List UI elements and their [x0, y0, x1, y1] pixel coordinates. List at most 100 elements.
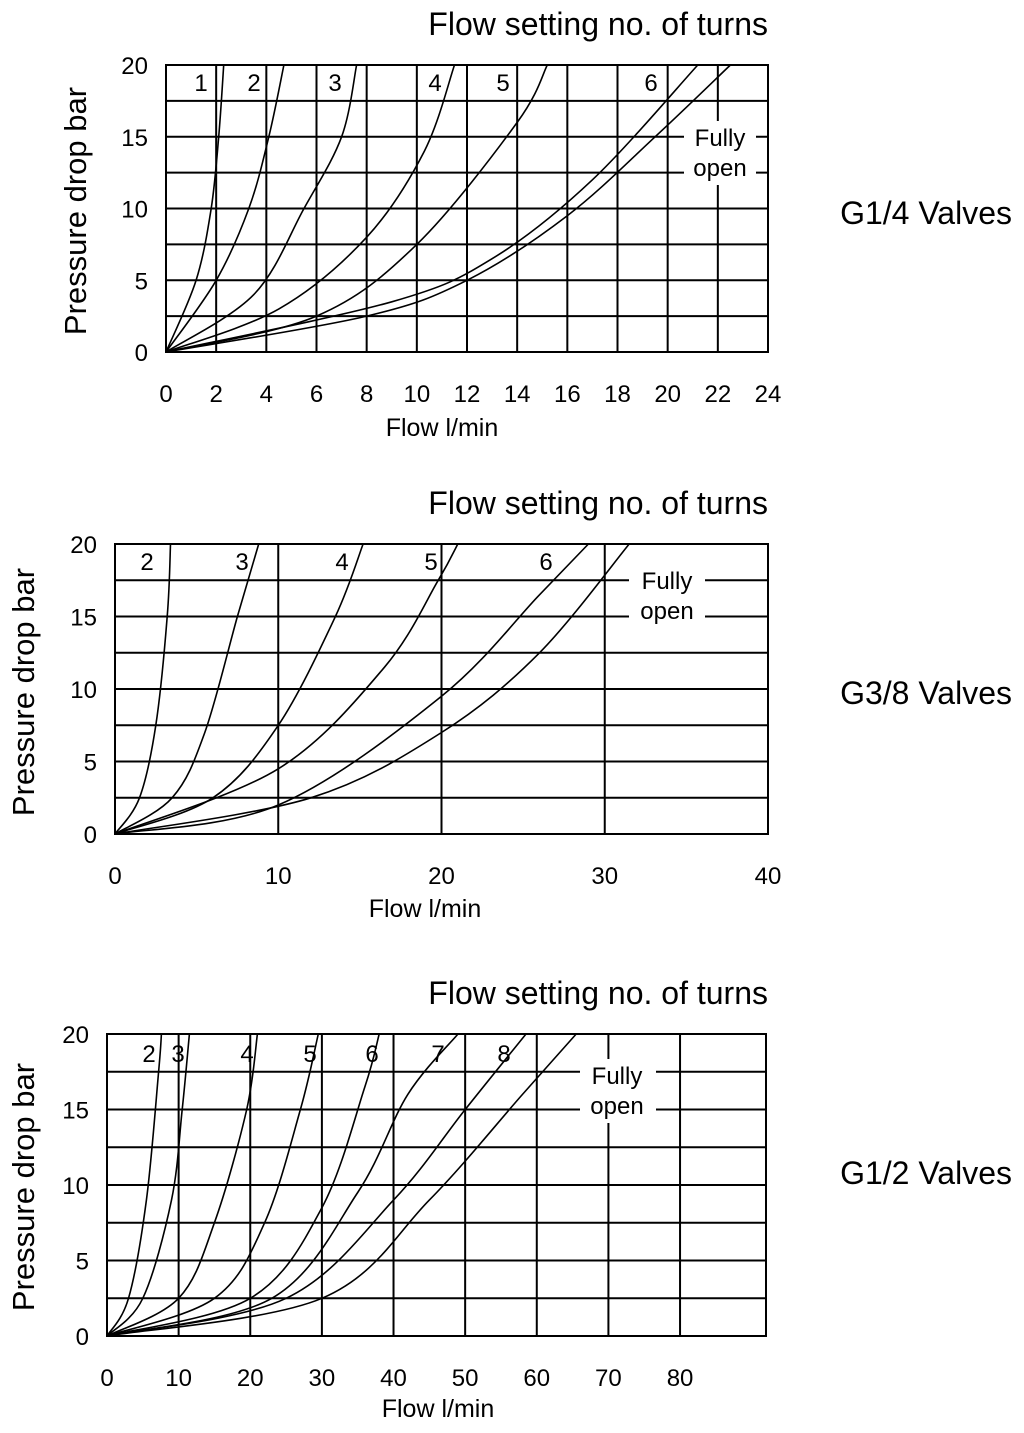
x-tick-label: 16	[554, 381, 581, 408]
panel-g1-4: Flow setting no. of turns G1/4 Valves Pr…	[58, 6, 1012, 442]
x-tick-label: 60	[523, 1365, 550, 1392]
y-tick-label: 15	[121, 125, 148, 152]
chart-title: Flow setting no. of turns	[428, 6, 768, 42]
x-tick-label: 70	[595, 1365, 622, 1392]
x-axis-label: Flow l/min	[369, 895, 482, 923]
x-tick-label: 80	[667, 1365, 694, 1392]
y-tick-label: 10	[70, 677, 97, 704]
series-line	[165, 64, 358, 353]
fully-open-label-bg	[629, 564, 705, 628]
y-tick-label: 10	[121, 197, 148, 224]
curve-label: 6	[644, 70, 657, 97]
x-tick-label: 20	[237, 1365, 264, 1392]
series-line	[114, 543, 364, 835]
series-line	[114, 543, 260, 835]
curve-label: 8	[497, 1041, 510, 1068]
curve-label: 1	[194, 70, 207, 97]
valve-size-label: G1/4 Valves	[840, 195, 1012, 231]
series-line	[114, 543, 459, 835]
x-tick-label: 12	[454, 381, 481, 408]
curve-label: 5	[424, 549, 437, 576]
fully-open-label: Fully	[592, 1063, 643, 1090]
series-line	[165, 64, 699, 353]
x-axis-label: Flow l/min	[382, 1395, 495, 1423]
plot-frame	[165, 64, 769, 353]
plot-frame	[106, 1033, 767, 1337]
y-tick-label: 5	[135, 268, 148, 295]
series-line	[114, 543, 172, 835]
x-tick-label: 18	[604, 381, 631, 408]
curve-label: 3	[235, 549, 248, 576]
y-tick-label: 0	[135, 340, 148, 367]
fully-open-label-bg	[580, 1059, 656, 1123]
series-line	[106, 1033, 163, 1337]
curve-label: 5	[303, 1041, 316, 1068]
series-line	[106, 1033, 577, 1337]
curve-label: 2	[142, 1041, 155, 1068]
series-line	[165, 64, 456, 353]
y-axis-label: Pressure drop bar	[58, 87, 93, 335]
x-tick-label: 50	[452, 1365, 479, 1392]
x-tick-label: 4	[260, 381, 273, 408]
panel-g1-2: Flow setting no. of turns G1/2 Valves Pr…	[6, 975, 1012, 1423]
x-tick-label: 22	[704, 381, 731, 408]
series-line	[165, 64, 225, 353]
series-line	[106, 1033, 380, 1337]
curve-label: 3	[171, 1041, 184, 1068]
fully-open-label: open	[693, 155, 746, 182]
x-tick-label: 0	[100, 1365, 113, 1392]
y-tick-label: 0	[84, 822, 97, 849]
x-tick-label: 40	[380, 1365, 407, 1392]
fully-open-label: open	[640, 598, 693, 625]
plot-frame	[114, 543, 769, 835]
x-tick-label: 20	[428, 863, 455, 890]
curve-label: 2	[247, 70, 260, 97]
y-tick-label: 20	[121, 53, 148, 80]
y-axis-label: Pressure drop bar	[6, 1063, 41, 1311]
curve-label: 4	[428, 70, 441, 97]
panel-g3-8: Flow setting no. of turns G3/8 Valves Pr…	[6, 485, 1012, 923]
chart-title: Flow setting no. of turns	[428, 975, 768, 1011]
curve-label: 2	[140, 549, 153, 576]
x-tick-label: 24	[755, 381, 782, 408]
valve-size-label: G3/8 Valves	[840, 675, 1012, 711]
x-tick-label: 10	[165, 1365, 192, 1392]
fully-open-label: Fully	[695, 125, 746, 152]
x-tick-label: 6	[310, 381, 323, 408]
valve-size-label: G1/2 Valves	[840, 1155, 1012, 1191]
plot-area: 0 10 20 30 40 0 5 10 15 20	[70, 532, 781, 890]
fully-open-label: open	[590, 1093, 643, 1120]
x-tick-label: 30	[591, 863, 618, 890]
x-tick-label: 0	[108, 863, 121, 890]
series-line	[114, 543, 589, 835]
x-tick-label: 2	[209, 381, 222, 408]
x-tick-label: 20	[654, 381, 681, 408]
series-line	[165, 64, 549, 353]
y-axis-label: Pressure drop bar	[6, 568, 41, 816]
x-tick-label: 40	[755, 863, 782, 890]
fully-open-label-bg	[684, 121, 756, 185]
curve-label: 4	[240, 1041, 253, 1068]
x-tick-label: 8	[360, 381, 373, 408]
y-tick-label: 0	[76, 1324, 89, 1351]
y-tick-label: 10	[62, 1173, 89, 1200]
series-line	[106, 1033, 527, 1337]
x-tick-label: 10	[265, 863, 292, 890]
x-tick-label: 10	[403, 381, 430, 408]
y-tick-label: 15	[70, 605, 97, 632]
y-tick-label: 15	[62, 1098, 89, 1125]
curve-label: 6	[365, 1041, 378, 1068]
y-tick-label: 5	[76, 1249, 89, 1276]
chart-title: Flow setting no. of turns	[428, 485, 768, 521]
curve-label: 3	[328, 70, 341, 97]
curve-label: 6	[539, 549, 552, 576]
x-tick-label: 0	[159, 381, 172, 408]
series-line	[165, 64, 285, 353]
fully-open-label: Fully	[642, 568, 693, 595]
series-line	[106, 1033, 259, 1337]
series-line	[106, 1033, 191, 1337]
series-line	[106, 1033, 320, 1337]
x-axis-label: Flow l/min	[386, 414, 499, 442]
